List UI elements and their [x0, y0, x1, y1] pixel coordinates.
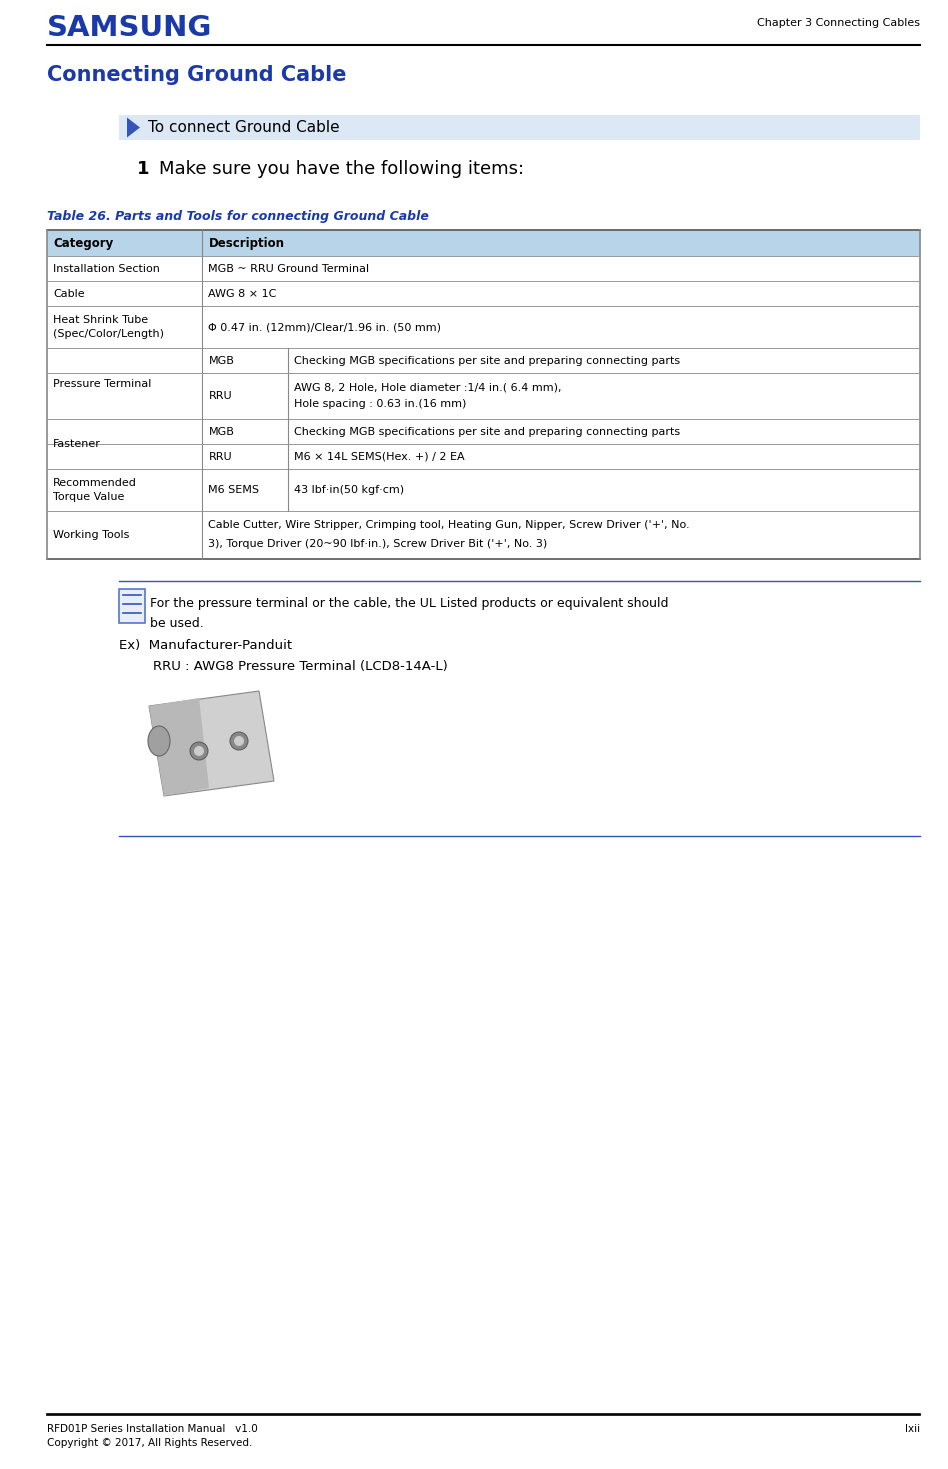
Text: Working Tools: Working Tools	[53, 530, 129, 541]
Text: AWG 8 × 1C: AWG 8 × 1C	[209, 288, 277, 298]
Text: Connecting Ground Cable: Connecting Ground Cable	[47, 65, 347, 85]
Text: RRU: RRU	[209, 391, 232, 401]
Bar	[119, 115, 920, 140]
FancyBboxPatch shape	[119, 589, 145, 623]
Text: Recommended
Torque Value: Recommended Torque Value	[53, 479, 137, 501]
Bar	[47, 231, 920, 256]
Text: Pressure Terminal: Pressure Terminal	[53, 379, 152, 388]
Text: M6 × 14L SEMS(Hex. +) / 2 EA: M6 × 14L SEMS(Hex. +) / 2 EA	[294, 451, 465, 461]
Text: lxii: lxii	[905, 1423, 920, 1434]
Circle shape	[190, 742, 208, 759]
Text: For the pressure terminal or the cable, the UL Listed products or equivalent sho: For the pressure terminal or the cable, …	[150, 596, 668, 610]
Text: Make sure you have the following items:: Make sure you have the following items:	[159, 160, 524, 178]
Text: To connect Ground Cable: To connect Ground Cable	[148, 120, 339, 135]
Text: AWG 8, 2 Hole, Hole diameter :1/4 in.( 6.4 mm),: AWG 8, 2 Hole, Hole diameter :1/4 in.( 6…	[294, 383, 561, 392]
Text: Cable Cutter, Wire Stripper, Crimping tool, Heating Gun, Nipper, Screw Driver (': Cable Cutter, Wire Stripper, Crimping to…	[209, 520, 690, 530]
Text: RFD01P Series Installation Manual   v1.0: RFD01P Series Installation Manual v1.0	[47, 1423, 258, 1434]
Text: RRU: RRU	[209, 451, 232, 461]
Text: M6 SEMS: M6 SEMS	[209, 485, 260, 495]
Text: SAMSUNG: SAMSUNG	[47, 15, 212, 43]
Text: Fastener: Fastener	[53, 439, 100, 450]
Text: 43 lbf·in(50 kgf·cm): 43 lbf·in(50 kgf·cm)	[294, 485, 404, 495]
Text: Heat Shrink Tube
(Spec/Color/Length): Heat Shrink Tube (Spec/Color/Length)	[53, 316, 164, 338]
Text: Chapter 3 Connecting Cables: Chapter 3 Connecting Cables	[757, 18, 920, 28]
Text: MGB: MGB	[209, 355, 234, 366]
Text: Φ 0.47 in. (12mm)/Clear/1.96 in. (50 mm): Φ 0.47 in. (12mm)/Clear/1.96 in. (50 mm)	[209, 322, 442, 332]
Text: Installation Section: Installation Section	[53, 263, 160, 273]
Text: Ex)  Manufacturer-Panduit: Ex) Manufacturer-Panduit	[119, 639, 292, 652]
Text: Cable: Cable	[53, 288, 84, 298]
Text: RRU : AWG8 Pressure Terminal (LCD8-14A-L): RRU : AWG8 Pressure Terminal (LCD8-14A-L…	[119, 660, 447, 673]
Text: Table 26. Parts and Tools for connecting Ground Cable: Table 26. Parts and Tools for connecting…	[47, 210, 428, 223]
Polygon shape	[149, 698, 209, 796]
Polygon shape	[127, 118, 140, 138]
Text: Category: Category	[53, 237, 113, 250]
Text: Copyright © 2017, All Rights Reserved.: Copyright © 2017, All Rights Reserved.	[47, 1438, 252, 1448]
Text: Checking MGB specifications per site and preparing connecting parts: Checking MGB specifications per site and…	[294, 426, 680, 436]
Circle shape	[230, 732, 248, 751]
Text: MGB ~ RRU Ground Terminal: MGB ~ RRU Ground Terminal	[209, 263, 370, 273]
Text: Description: Description	[209, 237, 284, 250]
Text: Checking MGB specifications per site and preparing connecting parts: Checking MGB specifications per site and…	[294, 355, 680, 366]
Circle shape	[234, 736, 244, 746]
Ellipse shape	[148, 726, 170, 757]
Text: 3), Torque Driver (20~90 lbf·in.), Screw Driver Bit ('+', No. 3): 3), Torque Driver (20~90 lbf·in.), Screw…	[209, 539, 548, 548]
Text: 1: 1	[137, 160, 150, 178]
Text: be used.: be used.	[150, 617, 204, 630]
Text: MGB: MGB	[209, 426, 234, 436]
Polygon shape	[149, 690, 274, 796]
Text: Hole spacing : 0.63 in.(16 mm): Hole spacing : 0.63 in.(16 mm)	[294, 400, 466, 410]
Circle shape	[194, 746, 204, 757]
